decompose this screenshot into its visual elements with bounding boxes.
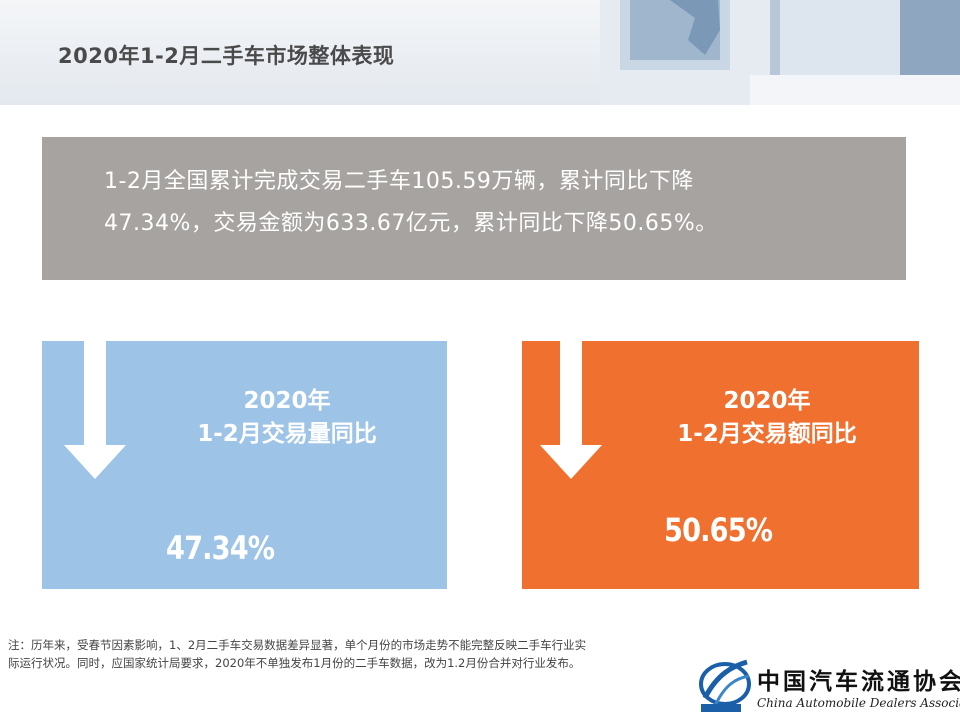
- volume-card-title: 2020年 1-2月交易量同比: [162, 385, 412, 451]
- down-arrow-icon: [540, 341, 602, 479]
- summary-box: 1-2月全国累计完成交易二手车105.59万辆，累计同比下降 47.34%，交易…: [42, 137, 906, 280]
- down-arrow-icon: [64, 341, 126, 479]
- footnote: 注：历年来，受春节因素影响，1、2月二手车交易数据差异显著，单个月份的市场走势不…: [8, 636, 698, 672]
- volume-card-year: 2020年: [243, 388, 331, 414]
- association-emblem-icon: [699, 659, 751, 712]
- footnote-line-2: 际运行状况。同时，应国家统计局要求，2020年不单独发布1月份的二手车数据，改为…: [8, 656, 581, 670]
- amount-card-label: 1-2月交易额同比: [677, 421, 857, 447]
- association-name-en: China Automobile Dealers Association: [757, 696, 960, 710]
- page-title: 2020年1-2月二手车市场整体表现: [58, 44, 395, 68]
- association-logo: 中国汽车流通协会 China Automobile Dealers Associ…: [697, 654, 960, 716]
- amount-card: 2020年 1-2月交易额同比 50.65%: [522, 341, 919, 589]
- volume-card: 2020年 1-2月交易量同比 47.34%: [42, 341, 447, 589]
- volume-card-label: 1-2月交易量同比: [197, 421, 377, 447]
- summary-line-2: 47.34%，交易金额为633.67亿元，累计同比下降50.65%。: [104, 211, 718, 236]
- volume-decline-value: 47.34%: [166, 529, 275, 567]
- header-decoration-image: [600, 0, 960, 105]
- association-name-cn: 中国汽车流通协会: [757, 668, 960, 695]
- amount-card-title: 2020年 1-2月交易额同比: [642, 385, 892, 451]
- footnote-line-1: 注：历年来，受春节因素影响，1、2月二手车交易数据差异显著，单个月份的市场走势不…: [8, 638, 587, 652]
- header-banner: 2020年1-2月二手车市场整体表现: [0, 0, 960, 105]
- amount-card-year: 2020年: [723, 388, 811, 414]
- summary-line-1: 1-2月全国累计完成交易二手车105.59万辆，累计同比下降: [104, 169, 694, 194]
- amount-decline-value: 50.65%: [664, 511, 773, 549]
